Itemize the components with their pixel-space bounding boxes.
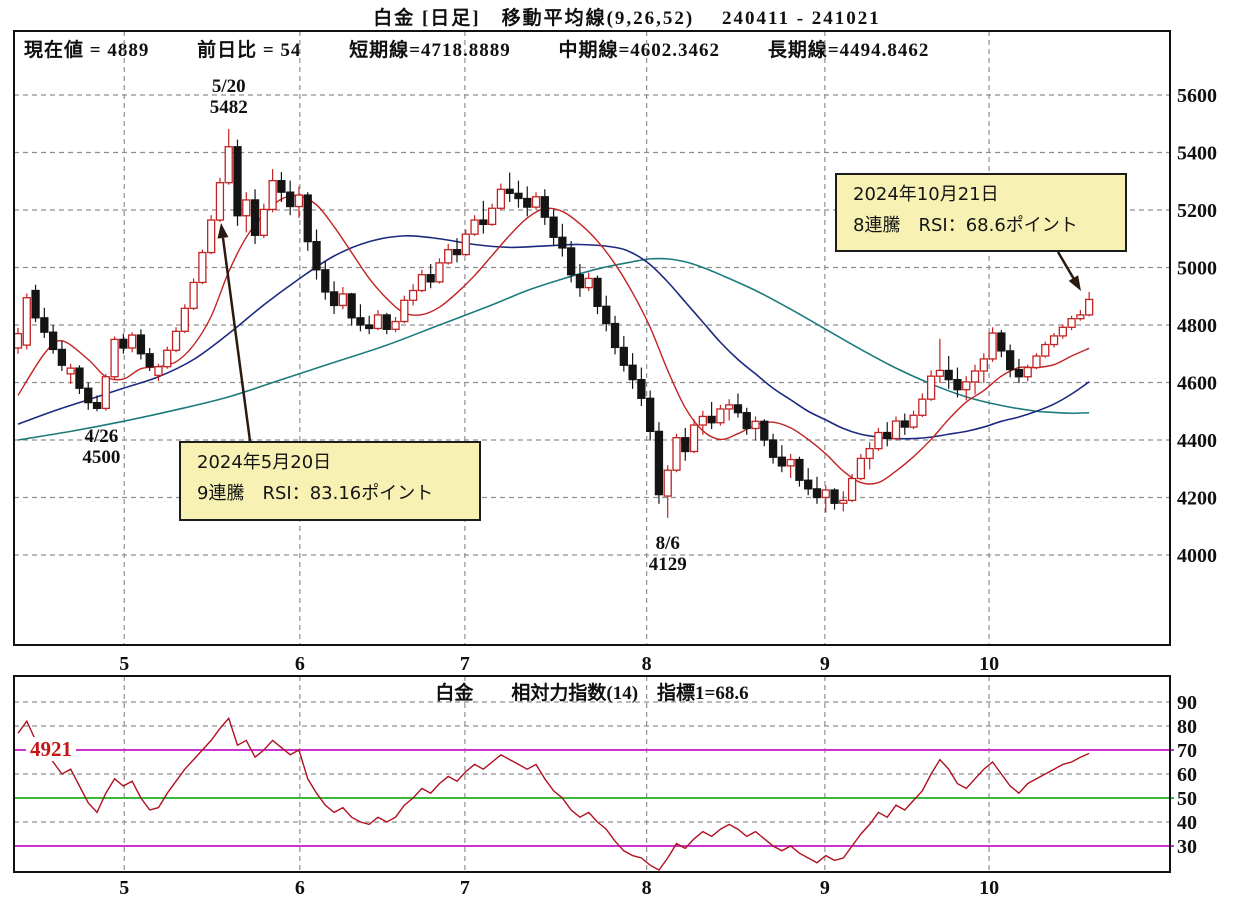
svg-text:9: 9 — [820, 877, 830, 899]
svg-text:7: 7 — [460, 877, 470, 899]
svg-text:30: 30 — [1177, 836, 1197, 858]
ma-mid-line — [17, 235, 1090, 440]
svg-text:80: 80 — [1177, 716, 1197, 738]
svg-text:4000: 4000 — [1177, 545, 1217, 567]
svg-text:8: 8 — [642, 877, 652, 899]
svg-text:40: 40 — [1177, 812, 1197, 834]
svg-text:4200: 4200 — [1177, 488, 1217, 510]
svg-text:6: 6 — [295, 877, 305, 899]
candlestick-layer — [13, 128, 1094, 518]
rsi-line — [17, 716, 1090, 871]
month-axis: 5 5 6 6 7 7 8 8 9 9 10 10 — [119, 31, 999, 899]
april-low-label: 4/26 4500 — [82, 426, 121, 469]
svg-text:50: 50 — [1177, 788, 1197, 810]
svg-text:9: 9 — [820, 653, 830, 675]
svg-text:4400: 4400 — [1177, 430, 1217, 452]
callout-oct21: 2024年10月21日 8連騰 RSI：68.6ポイント — [835, 173, 1127, 252]
svg-text:4600: 4600 — [1177, 373, 1217, 395]
svg-text:70: 70 — [1177, 740, 1197, 762]
callout-arrow-0 — [217, 223, 252, 442]
svg-text:60: 60 — [1177, 764, 1197, 786]
svg-text:4800: 4800 — [1177, 315, 1217, 337]
mid-ma-value: 中期線=4602.3462 — [558, 40, 721, 61]
svg-text:5600: 5600 — [1177, 85, 1217, 107]
long-ma-value: 長期線=4494.8462 — [767, 40, 930, 61]
day-change: 前日比 = 54 — [197, 40, 302, 61]
svg-text:6: 6 — [295, 653, 305, 675]
svg-text:10: 10 — [979, 877, 999, 899]
rsi-threshold-price-label: 4921 — [26, 737, 76, 762]
svg-text:5200: 5200 — [1177, 200, 1217, 222]
svg-text:5: 5 — [119, 877, 129, 899]
svg-text:10: 10 — [979, 653, 999, 675]
rsi-panel-border — [13, 675, 1171, 873]
peak-price-label: 5/20 5482 — [209, 75, 248, 119]
callout-oct21-detail: 8連騰 RSI：68.6ポイント — [853, 214, 1078, 236]
current-value: 現在値 = 4889 — [24, 40, 150, 61]
main-panel-border — [13, 30, 1171, 646]
callout-arrow-1 — [1056, 251, 1081, 291]
svg-text:5: 5 — [119, 653, 129, 675]
august-low-date: 8/6 — [655, 532, 680, 554]
svg-text:5400: 5400 — [1177, 143, 1217, 165]
april-low-date: 4/26 — [84, 426, 119, 448]
svg-text:5000: 5000 — [1177, 258, 1217, 280]
peak-date: 5/20 — [211, 75, 246, 97]
callout-oct21-date: 2024年10月21日 — [853, 184, 999, 205]
callout-may20-detail: 9連騰 RSI：83.16ポイント — [197, 482, 434, 504]
callout-may20-date: 2024年5月20日 — [197, 452, 332, 473]
quote-header: 現在値 = 4889 前日比 = 54 短期線=4718.8889 中期線=46… — [24, 35, 971, 62]
ma-short-line — [17, 195, 1090, 485]
svg-text:90: 90 — [1177, 692, 1197, 714]
svg-text:8: 8 — [642, 653, 652, 675]
august-low-label: 8/6 4129 — [648, 532, 687, 576]
svg-text:7: 7 — [460, 653, 470, 675]
august-low-price: 4129 — [648, 553, 687, 575]
chart-title: 白金 [日足] 移動平均線(9,26,52) 240411 - 241021 — [373, 8, 881, 29]
short-ma-value: 短期線=4718.8889 — [349, 40, 511, 61]
april-low-price: 4500 — [82, 447, 121, 469]
callout-may20: 2024年5月20日 9連騰 RSI：83.16ポイント — [179, 441, 481, 521]
peak-price: 5482 — [209, 96, 248, 118]
rsi-panel-title: 白金 相対力指数(14) 指標1=68.6 — [435, 683, 749, 704]
